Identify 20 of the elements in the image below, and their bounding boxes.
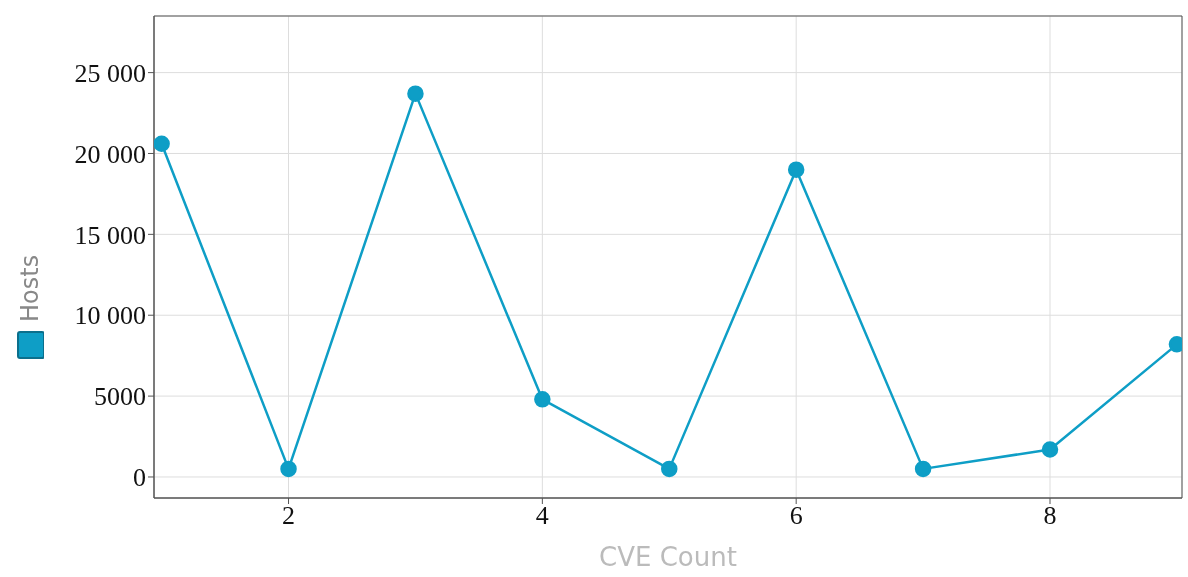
point [280, 460, 297, 478]
text: Hosts [16, 254, 44, 322]
x-tick-label: 2 [282, 501, 296, 531]
x-tick-label: 6 [789, 501, 803, 531]
point [407, 85, 424, 102]
y-tick-label: 15 000 [74, 220, 146, 250]
x-tick-label: 8 [1043, 501, 1057, 531]
y-tick-label: 10 000 [74, 301, 146, 331]
x-tick-label: 4 [535, 501, 549, 531]
y-tick-label: 20 000 [74, 139, 146, 169]
y-tick-label: 5000 [94, 382, 146, 412]
point [1041, 441, 1059, 458]
point [787, 161, 805, 178]
point [914, 460, 932, 478]
y-tick-label: 0 [133, 463, 146, 493]
y-tick-label: 25 000 [74, 58, 146, 88]
point [534, 391, 551, 408]
x-axis-title: CVE Count [599, 542, 737, 572]
point [154, 135, 170, 153]
point [661, 460, 678, 478]
